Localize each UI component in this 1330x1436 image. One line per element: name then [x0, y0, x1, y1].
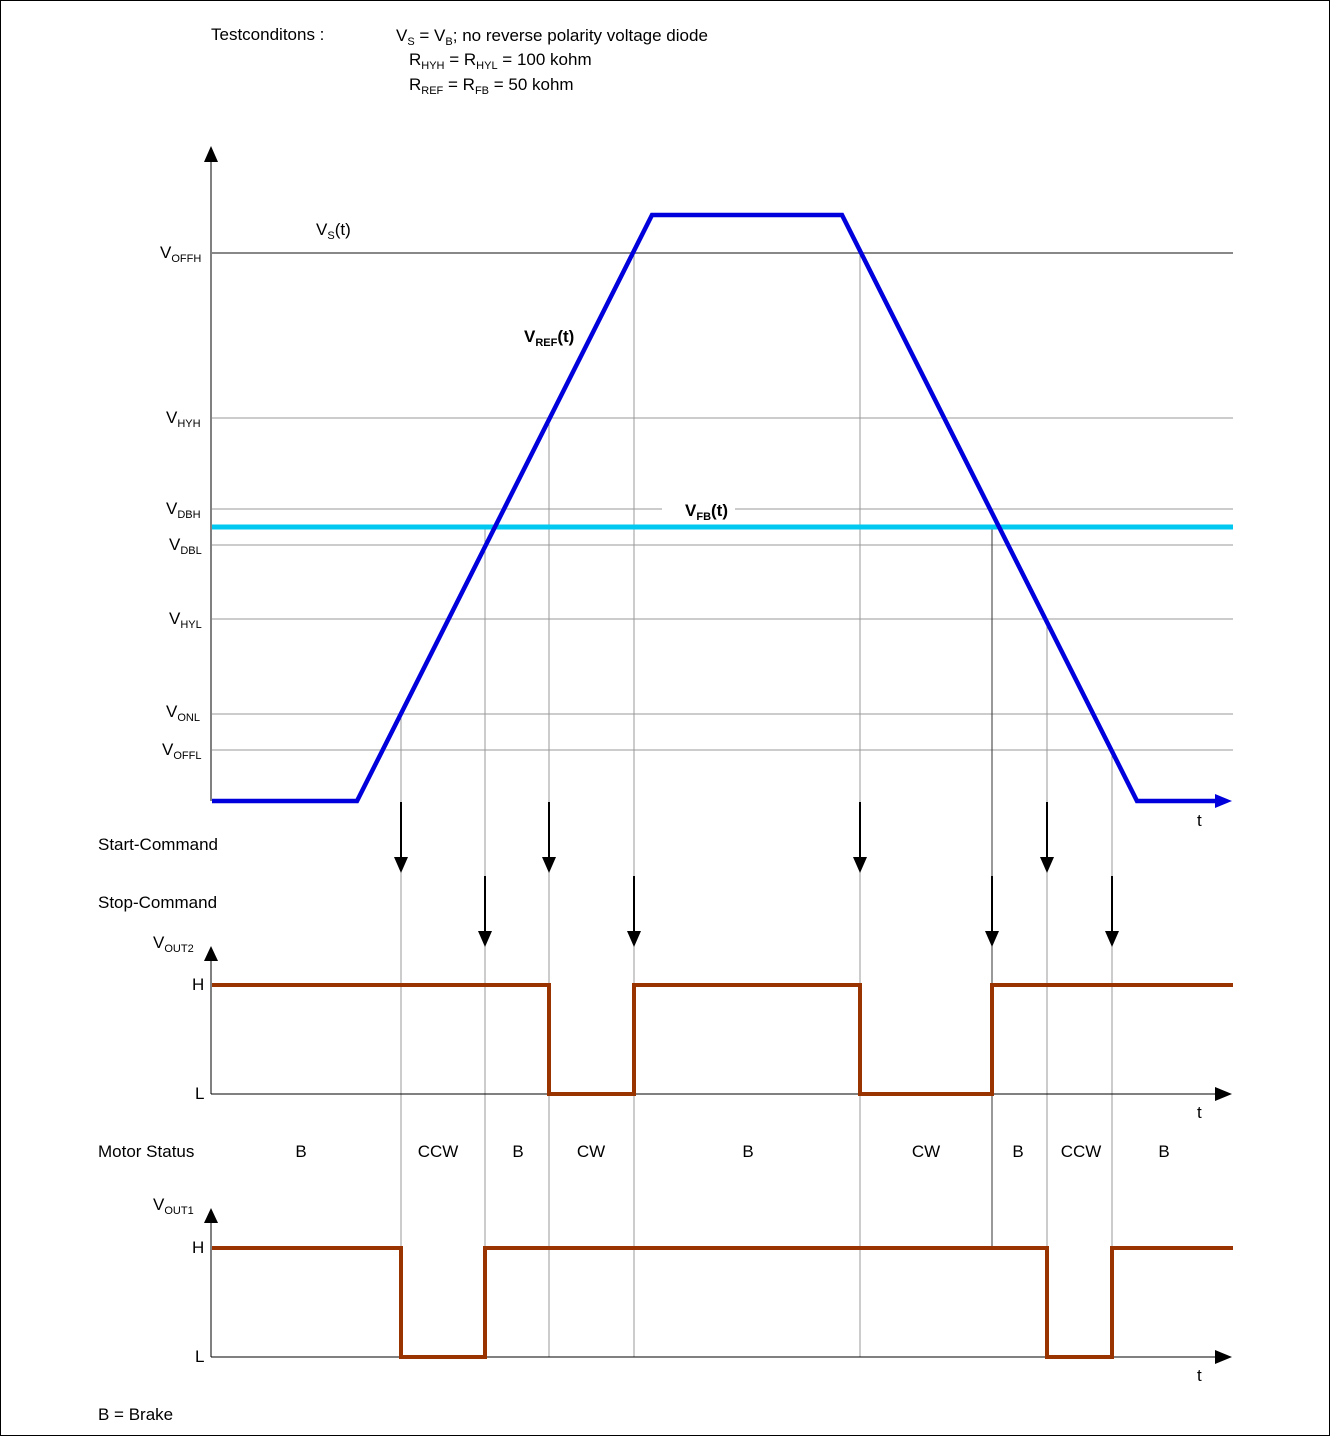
condition-line-2: RHYH = RHYL = 100 kohm: [409, 50, 592, 72]
main-y-axis: [204, 146, 218, 801]
test-conditions: Testconditons : VS = VB; no reverse pola…: [211, 25, 708, 97]
vout1-high-label: H: [192, 1238, 204, 1257]
voffh-label: VOFFH: [160, 243, 201, 265]
stop-command-label: Stop-Command: [98, 893, 217, 912]
motor-state-5: B: [742, 1142, 753, 1161]
vertical-guides: [400, 253, 1113, 1357]
condition-line-1: VS = VB; no reverse polarity voltage dio…: [396, 26, 708, 48]
motor-state-7: B: [1012, 1142, 1023, 1161]
vout1-low-label: L: [195, 1347, 204, 1366]
start-command-label: Start-Command: [98, 835, 218, 854]
start-command-arrows: [394, 802, 1054, 873]
vout2-label: VOUT2: [153, 933, 194, 955]
vout2-waveform: [212, 983, 1233, 1096]
vout2-high-label: H: [192, 975, 204, 994]
vhyh-label: VHYH: [166, 408, 201, 430]
vonl-label: VONL: [166, 702, 200, 724]
vout1-waveform: [212, 1246, 1233, 1359]
vdbl-label: VDBL: [169, 535, 202, 557]
vout1-plot: VOUT1 H L t: [153, 1195, 1233, 1385]
stop-command-arrows: [478, 876, 1119, 947]
condition-line-3: RREF = RFB = 50 kohm: [409, 75, 574, 97]
t-axis-label-2: t: [1197, 1103, 1202, 1122]
motor-state-6: CW: [912, 1142, 940, 1161]
voffl-label: VOFFL: [162, 740, 201, 762]
vout1-label: VOUT1: [153, 1195, 194, 1217]
vout2-plot: VOUT2 H L t: [153, 933, 1233, 1122]
vhyl-label: VHYL: [169, 609, 202, 631]
brake-legend: B = Brake: [98, 1405, 173, 1424]
motor-state-9: B: [1158, 1142, 1169, 1161]
vdbh-label: VDBH: [166, 499, 201, 521]
motor-status-label: Motor Status: [98, 1142, 194, 1161]
vref-curve: [212, 212, 1218, 804]
motor-state-1: B: [295, 1142, 306, 1161]
motor-state-2: CCW: [418, 1142, 459, 1161]
t-axis-label-3: t: [1197, 1366, 1202, 1385]
vs-label: VS(t): [316, 220, 351, 242]
vout2-low-label: L: [195, 1084, 204, 1103]
t-axis-label-1: t: [1197, 811, 1202, 830]
motor-status: Motor Status B CCW B CW B CW B CCW B: [98, 1142, 1170, 1161]
motor-state-8: CCW: [1061, 1142, 1102, 1161]
vref-arrow: [1215, 794, 1232, 808]
motor-state-4: CW: [577, 1142, 605, 1161]
motor-state-3: B: [512, 1142, 523, 1161]
vfb-label: VFB(t): [685, 501, 728, 523]
vref-label: VREF(t): [524, 327, 574, 349]
test-conditions-label: Testconditons :: [211, 25, 324, 44]
level-labels: VOFFH VHYH VDBH VDBL VHYL VONL VOFFL: [160, 243, 202, 762]
